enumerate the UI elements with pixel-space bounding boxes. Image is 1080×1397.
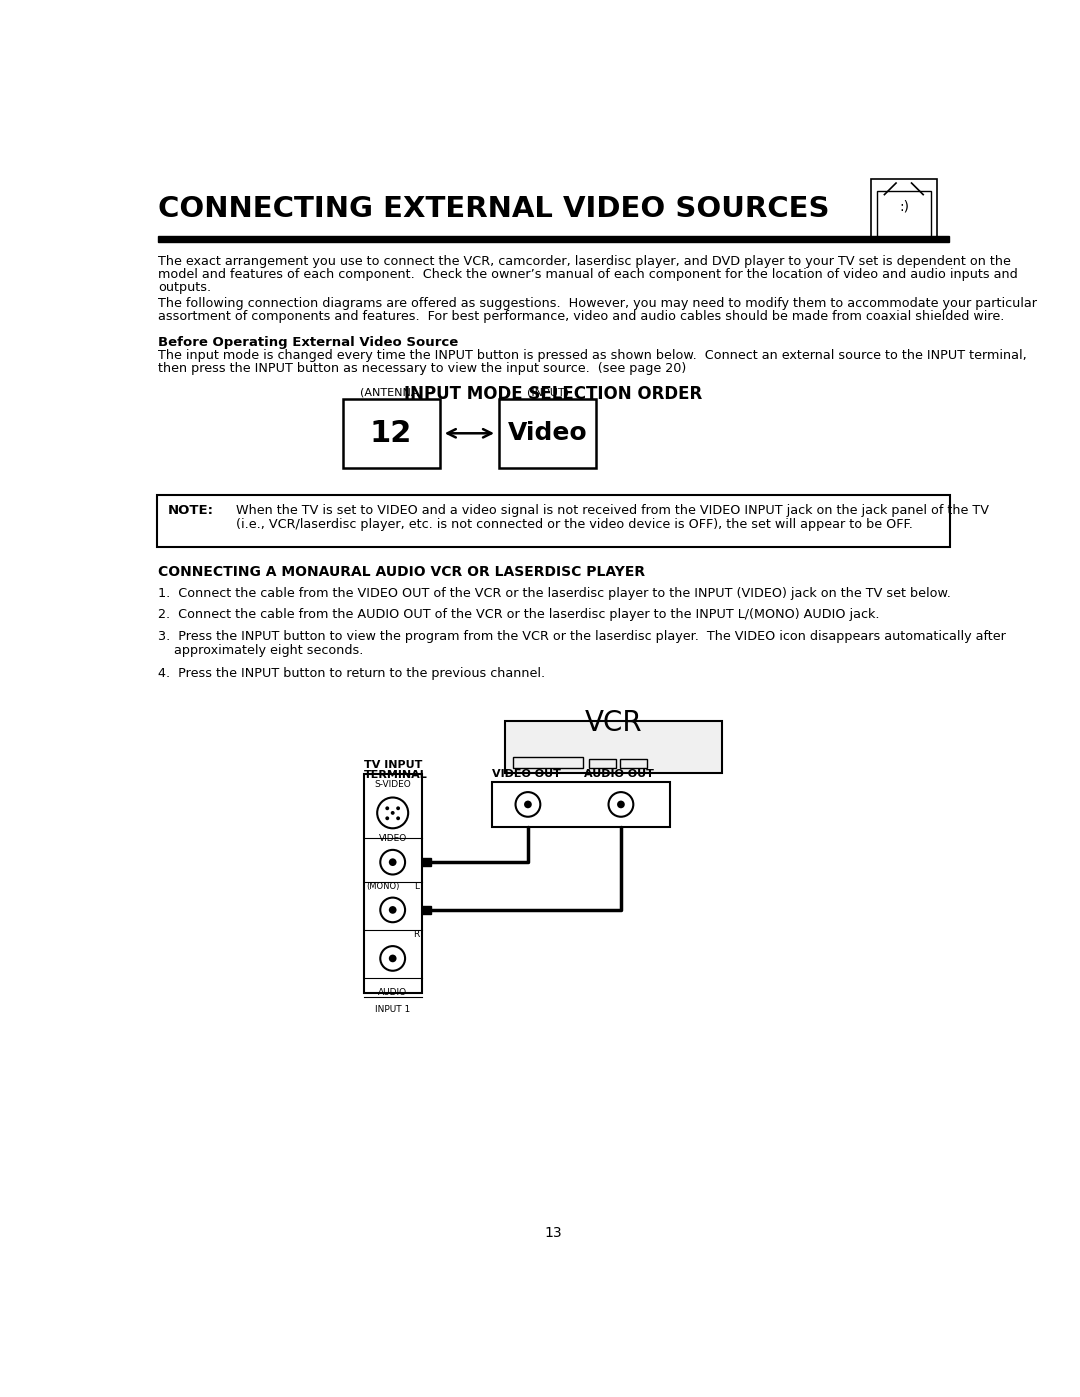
Text: Video: Video bbox=[508, 422, 588, 446]
Bar bbox=[364, 774, 422, 993]
Text: CONNECTING A MONAURAL AUDIO VCR OR LASERDISC PLAYER: CONNECTING A MONAURAL AUDIO VCR OR LASER… bbox=[159, 564, 646, 578]
Circle shape bbox=[389, 907, 396, 914]
Bar bbox=[422, 858, 431, 866]
Text: L: L bbox=[415, 882, 419, 891]
Circle shape bbox=[386, 816, 389, 820]
Text: 3.  Press the INPUT button to view the program from the VCR or the laserdisc pla: 3. Press the INPUT button to view the pr… bbox=[159, 630, 1007, 643]
Text: TERMINAL: TERMINAL bbox=[364, 770, 428, 780]
Text: AUDIO: AUDIO bbox=[378, 988, 407, 996]
Bar bbox=[620, 759, 647, 768]
Text: Before Operating External Video Source: Before Operating External Video Source bbox=[159, 335, 459, 348]
Circle shape bbox=[396, 816, 400, 820]
Text: 4.  Press the INPUT button to return to the previous channel.: 4. Press the INPUT button to return to t… bbox=[159, 666, 545, 679]
Bar bbox=[872, 179, 937, 240]
Bar bbox=[491, 782, 670, 827]
Circle shape bbox=[389, 858, 396, 866]
Text: outputs.: outputs. bbox=[159, 281, 212, 293]
Text: INPUT MODE SELECTION ORDER: INPUT MODE SELECTION ORDER bbox=[404, 384, 703, 402]
Circle shape bbox=[386, 806, 389, 810]
Text: VIDEO: VIDEO bbox=[379, 834, 407, 842]
Text: then press the INPUT button as necessary to view the input source.  (see page 20: then press the INPUT button as necessary… bbox=[159, 362, 687, 376]
Bar bbox=[342, 398, 440, 468]
Bar bbox=[505, 721, 723, 773]
Text: 12: 12 bbox=[370, 419, 413, 448]
Text: approximately eight seconds.: approximately eight seconds. bbox=[159, 644, 364, 657]
Text: AUDIO OUT: AUDIO OUT bbox=[584, 768, 654, 780]
Text: (ANTENNA): (ANTENNA) bbox=[360, 387, 422, 397]
Text: 2.  Connect the cable from the AUDIO OUT of the VCR or the laserdisc player to t: 2. Connect the cable from the AUDIO OUT … bbox=[159, 608, 880, 622]
Circle shape bbox=[524, 800, 531, 809]
Text: INPUT 1: INPUT 1 bbox=[375, 1004, 410, 1014]
Bar bbox=[157, 495, 950, 548]
Text: CONNECTING EXTERNAL VIDEO SOURCES: CONNECTING EXTERNAL VIDEO SOURCES bbox=[159, 196, 829, 224]
Text: (MONO): (MONO) bbox=[366, 882, 400, 891]
Text: NOTE:: NOTE: bbox=[167, 504, 214, 517]
Text: (INPUT): (INPUT) bbox=[527, 387, 569, 397]
Text: :): :) bbox=[900, 200, 909, 214]
Text: 1.  Connect the cable from the VIDEO OUT of the VCR or the laserdisc player to t: 1. Connect the cable from the VIDEO OUT … bbox=[159, 587, 951, 599]
Text: The following connection diagrams are offered as suggestions.  However, you may : The following connection diagrams are of… bbox=[159, 298, 1037, 310]
Circle shape bbox=[396, 806, 400, 810]
Bar bbox=[422, 907, 431, 914]
Text: R: R bbox=[414, 930, 419, 939]
Text: TV INPUT: TV INPUT bbox=[364, 760, 422, 770]
Circle shape bbox=[389, 954, 396, 963]
Text: assortment of components and features.  For best performance, video and audio ca: assortment of components and features. F… bbox=[159, 310, 1004, 323]
Text: S-VIDEO: S-VIDEO bbox=[375, 780, 411, 789]
Text: (i.e., VCR/laserdisc player, etc. is not connected or the video device is OFF), : (i.e., VCR/laserdisc player, etc. is not… bbox=[235, 518, 913, 531]
Bar bbox=[159, 236, 948, 242]
Bar bbox=[499, 398, 596, 468]
Text: When the TV is set to VIDEO and a video signal is not received from the VIDEO IN: When the TV is set to VIDEO and a video … bbox=[235, 504, 989, 517]
Text: The exact arrangement you use to connect the VCR, camcorder, laserdisc player, a: The exact arrangement you use to connect… bbox=[159, 254, 1011, 268]
Circle shape bbox=[617, 800, 625, 809]
Text: The input mode is changed every time the INPUT button is pressed as shown below.: The input mode is changed every time the… bbox=[159, 349, 1027, 362]
Bar bbox=[877, 191, 931, 237]
Bar bbox=[513, 757, 583, 768]
Circle shape bbox=[391, 812, 394, 814]
Text: VIDEO OUT: VIDEO OUT bbox=[491, 768, 561, 780]
Text: model and features of each component.  Check the owner’s manual of each componen: model and features of each component. Ch… bbox=[159, 268, 1018, 281]
Text: 13: 13 bbox=[544, 1227, 563, 1241]
Bar bbox=[590, 759, 617, 768]
Text: VCR: VCR bbox=[585, 708, 643, 738]
